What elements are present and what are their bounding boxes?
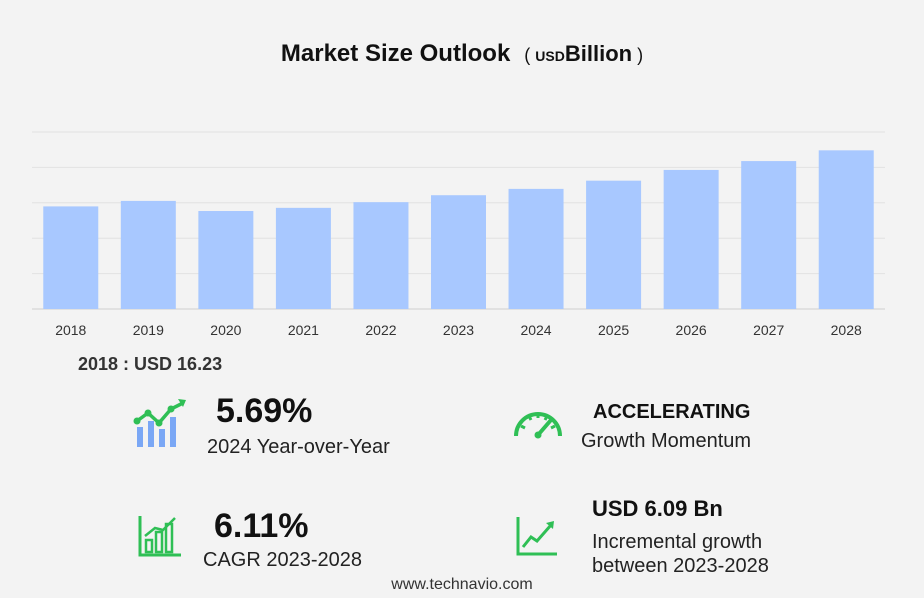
bar-2019 xyxy=(120,200,176,309)
x-tick-label: 2023 xyxy=(443,322,474,338)
cagr-label-wrap: CAGR 2023-2028 xyxy=(203,549,362,572)
unit-scale: Billion xyxy=(564,41,633,66)
yoy-label-wrap: 2024 Year-over-Year xyxy=(207,436,390,459)
bar-2027 xyxy=(741,161,797,309)
momentum-stat: ACCELERATING xyxy=(593,401,750,424)
x-tick-label: 2028 xyxy=(831,322,862,338)
x-tick-label: 2025 xyxy=(598,322,629,338)
bar-2025 xyxy=(586,180,642,309)
bar-chart-icon xyxy=(138,516,181,557)
chart-title: Market Size Outlook ( USDBillion ) xyxy=(0,40,924,68)
bar-2022 xyxy=(353,202,409,309)
cagr-label: CAGR 2023-2028 xyxy=(203,549,362,571)
incremental-value: USD 6.09 Bn xyxy=(592,496,723,521)
bar-chart: 2018 2019 2020 2021 2022 2023 2024 2025 2026 2027… xyxy=(32,131,885,338)
bar-2026 xyxy=(663,169,719,309)
chart-title-unit: ( USDBillion ) xyxy=(524,41,644,66)
speedometer-icon xyxy=(514,412,562,439)
yoy-stat: 5.69% xyxy=(216,392,312,431)
trend-line-icon xyxy=(516,517,557,556)
bar-2028 xyxy=(818,150,874,309)
base-year-value: 2018 : USD 16.23 xyxy=(78,354,223,374)
momentum-label-wrap: Growth Momentum xyxy=(581,430,751,453)
incremental-stat: USD 6.09 Bn xyxy=(592,496,723,522)
bar-2020 xyxy=(198,211,254,309)
x-tick-label: 2026 xyxy=(676,322,707,338)
incremental-label-wrap: Incremental growth between 2023-2028 xyxy=(592,530,769,578)
x-tick-label: 2021 xyxy=(288,322,319,338)
footer-url: www.technavio.com xyxy=(391,576,533,593)
x-tick-label: 2024 xyxy=(520,322,551,338)
momentum-label: Growth Momentum xyxy=(581,430,752,452)
yoy-value: 5.69% xyxy=(216,392,313,430)
x-tick-label: 2022 xyxy=(365,322,396,338)
incremental-label-line1: Incremental growth xyxy=(592,531,763,553)
x-tick-label: 2020 xyxy=(210,322,241,338)
cagr-stat: 6.11% xyxy=(214,507,309,546)
bar-2023 xyxy=(431,195,486,309)
bar-line-growth-icon xyxy=(133,399,186,447)
bar-2021 xyxy=(275,207,331,309)
unit-currency: USD xyxy=(535,48,565,64)
incremental-label-line2: between 2023-2028 xyxy=(592,555,769,577)
bar-2024 xyxy=(508,188,564,309)
momentum-value: ACCELERATING xyxy=(593,401,751,423)
x-tick-label: 2027 xyxy=(753,322,784,338)
yoy-label: 2024 Year-over-Year xyxy=(207,436,390,458)
chart-title-main: Market Size Outlook xyxy=(280,40,511,67)
cagr-value: 6.11% xyxy=(214,507,309,545)
bar-2018 xyxy=(43,206,99,309)
x-tick-label: 2019 xyxy=(133,322,164,338)
x-tick-label: 2018 xyxy=(55,322,86,338)
